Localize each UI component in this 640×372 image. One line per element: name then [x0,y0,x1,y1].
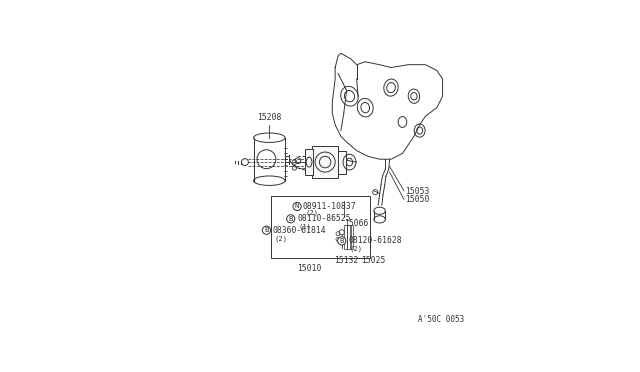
Text: 08120-61628: 08120-61628 [348,236,402,246]
Text: (2): (2) [349,246,363,252]
Text: 15050: 15050 [404,195,429,204]
Text: (2): (2) [274,235,287,241]
Text: 15010: 15010 [297,264,321,273]
Text: 15066: 15066 [344,219,368,228]
Text: 15132: 15132 [333,256,358,265]
Bar [305,149,313,175]
Text: B: B [289,216,293,222]
Text: (2): (2) [305,209,318,216]
Text: 08110-86525: 08110-86525 [297,214,351,223]
Bar [271,196,369,258]
Text: N: N [295,203,300,209]
Bar [351,225,353,250]
Text: 15053: 15053 [404,187,429,196]
Bar [347,225,350,250]
Text: 08911-10837: 08911-10837 [302,202,356,211]
Text: (1): (1) [298,224,312,230]
Text: B: B [264,227,269,233]
Text: 08360-61814: 08360-61814 [273,226,326,235]
Text: 15025: 15025 [361,256,385,265]
Bar [338,151,346,173]
Text: 15208: 15208 [257,113,282,122]
Bar [344,225,347,250]
Text: B: B [340,238,344,244]
Text: A'50C 0053: A'50C 0053 [418,315,464,324]
Bar [312,146,338,178]
